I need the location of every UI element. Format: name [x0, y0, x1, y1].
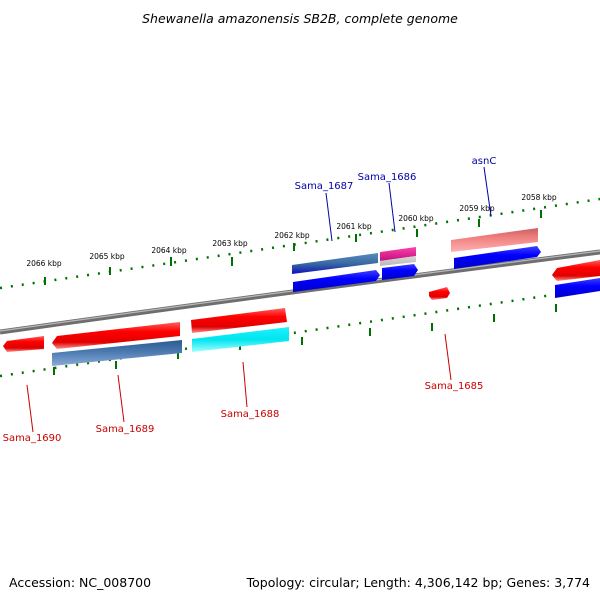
lower-major-ticks	[53, 304, 557, 375]
gene-labels: Sama_1687 Sama_1686 asnC Sama_1690 Sama_…	[3, 156, 497, 444]
gene-label-asnc[interactable]: asnC	[472, 156, 497, 167]
gene-sama-1686[interactable]	[380, 247, 416, 261]
scale-label: 2059 kbp	[459, 204, 495, 213]
gene-blue-1[interactable]	[293, 270, 380, 292]
gene-red-right[interactable]	[552, 260, 600, 281]
gene-red-long[interactable]	[52, 322, 180, 349]
gene-asnc[interactable]	[451, 228, 538, 252]
lower-scale-ticks	[0, 286, 600, 378]
gene-small-red[interactable]	[429, 287, 450, 300]
gene-blue-3[interactable]	[454, 246, 541, 269]
gene-label-sama-1686[interactable]: Sama_1686	[358, 172, 417, 183]
gene-label-sama-1689[interactable]: Sama_1689	[96, 424, 155, 435]
map-title: Shewanella amazonensis SB2B, complete ge…	[142, 11, 458, 26]
gene-sama-1687[interactable]	[292, 253, 378, 274]
scale-label: 2064 kbp	[151, 246, 187, 255]
scale-label: 2066 kbp	[26, 259, 62, 268]
scale-label: 2061 kbp	[336, 222, 372, 231]
topology-text: Topology: circular; Length: 4,306,142 bp…	[246, 575, 590, 590]
gene-label-sama-1690[interactable]: Sama_1690	[3, 433, 62, 444]
accession-text: Accession: NC_008700	[9, 575, 152, 590]
scale-labels: 2066 kbp 2065 kbp 2064 kbp 2063 kbp 2062…	[26, 193, 557, 268]
gene-sama-1690[interactable]	[3, 336, 44, 352]
gene-label-sama-1688[interactable]: Sama_1688	[221, 409, 280, 420]
gene-blue-2[interactable]	[382, 264, 418, 280]
gene-sama-1688[interactable]	[192, 327, 289, 352]
scale-label: 2058 kbp	[521, 193, 557, 202]
gene-label-sama-1687[interactable]: Sama_1687	[295, 181, 354, 192]
gene-red-mid[interactable]	[191, 308, 287, 333]
label-leader-lines	[26, 166, 492, 433]
scale-label: 2065 kbp	[89, 252, 125, 261]
scale-label: 2060 kbp	[398, 214, 434, 223]
upper-major-ticks	[44, 210, 542, 285]
gene-sama-1686-shadow	[380, 256, 416, 266]
scale-label: 2062 kbp	[274, 231, 310, 240]
scale-label: 2063 kbp	[212, 239, 248, 248]
gene-sama-1689[interactable]	[52, 340, 182, 366]
gene-label-sama-1685[interactable]: Sama_1685	[425, 381, 484, 392]
gene-blue-right[interactable]	[555, 278, 600, 298]
